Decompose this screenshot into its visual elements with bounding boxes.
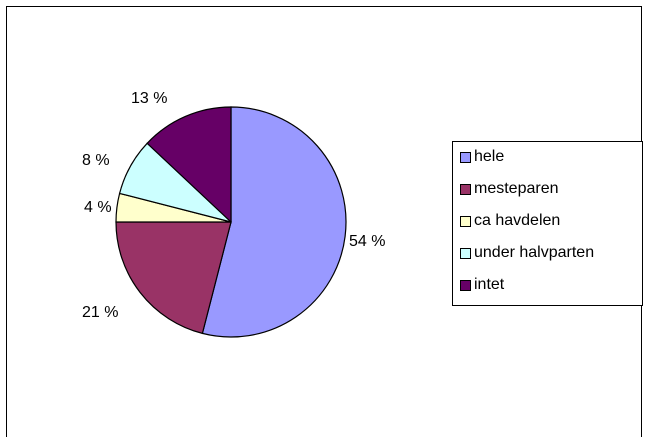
- legend-item-ca-havdelen: ca havdelen: [460, 210, 560, 232]
- legend-label: ca havdelen: [474, 212, 561, 229]
- legend-swatch: [460, 183, 471, 195]
- pie-slice-mesteparen: [115, 221, 232, 335]
- slice-label-mesteparen: 21 %: [82, 304, 118, 321]
- legend-item-intet: intet: [460, 274, 504, 296]
- legend-swatch: [460, 247, 471, 259]
- slice-label-hele: 54 %: [349, 233, 385, 250]
- pie-slice-intet: [146, 106, 232, 224]
- slice-label-ca-havdelen: 4 %: [84, 199, 112, 216]
- slice-label-intet: 13 %: [131, 90, 167, 107]
- legend-label: intet: [474, 276, 505, 293]
- legend-swatch: [460, 215, 471, 227]
- legend-item-hele: hele: [460, 146, 504, 168]
- legend-swatch: [460, 279, 471, 291]
- legend-label: mesteparen: [474, 180, 559, 197]
- legend-item-mesteparen: mesteparen: [460, 178, 559, 200]
- legend-item-under-halvparten: under halvparten: [460, 242, 594, 264]
- slice-label-under-halvparten: 8 %: [82, 152, 110, 169]
- chart-legend: hele mesteparen ca havdelen under halvpa…: [452, 141, 643, 306]
- legend-label: hele: [474, 148, 505, 165]
- pie-slice-hele: [201, 106, 347, 338]
- legend-label: under halvparten: [474, 244, 595, 261]
- legend-swatch: [460, 151, 471, 163]
